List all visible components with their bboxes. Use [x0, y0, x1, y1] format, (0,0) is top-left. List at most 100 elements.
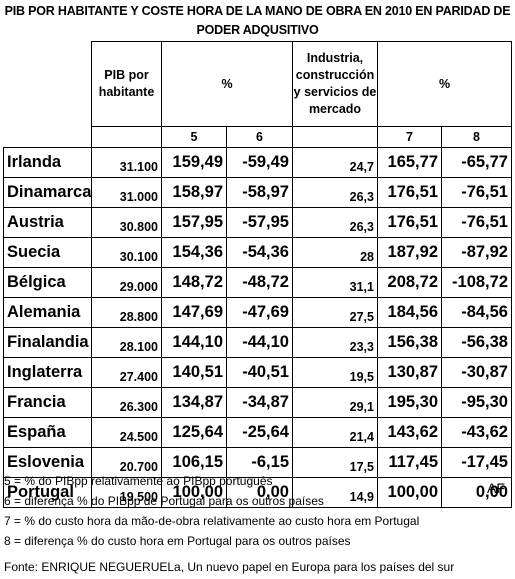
col8-cell: 0,00 — [441, 477, 512, 508]
pib-cell: 24.500 — [91, 417, 162, 448]
col8-cell: -17,45 — [441, 447, 512, 478]
col7-cell: 143,62 — [377, 417, 442, 448]
table-body: Irlanda 31.100 159,49 -59,49 24,7 165,77 -65,7… — [3, 147, 512, 508]
col7-cell: 187,92 — [377, 237, 442, 268]
header-col-5: 5 — [161, 126, 227, 148]
pib-cell: 26.300 — [91, 387, 162, 418]
col5-cell: 134,87 — [161, 387, 227, 418]
col6-cell: -58,97 — [226, 177, 293, 208]
country-cell: Suecia — [3, 237, 92, 268]
col5-cell: 140,51 — [161, 357, 227, 388]
table-row: Inglaterra 27.400 140,51 -40,51 19,5 130,87 -3… — [3, 357, 512, 388]
country-cell: Portugal — [3, 477, 92, 508]
data-table: PIB por habitante % Industria, construcc… — [3, 41, 512, 508]
industria-cell: 19,5 — [292, 357, 378, 388]
col6-cell: -34,87 — [226, 387, 293, 418]
col5-cell: 100,00 — [161, 477, 227, 508]
table-row: Finalandia 28.100 144,10 -44,10 23,3 156,38 -5… — [3, 327, 512, 358]
table-row: Francia 26.300 134,87 -34,87 29,1 195,30 -95,3… — [3, 387, 512, 418]
country-cell: Irlanda — [3, 147, 92, 178]
pib-cell: 28.800 — [91, 297, 162, 328]
industria-cell: 31,1 — [292, 267, 378, 298]
industria-cell: 26,3 — [292, 177, 378, 208]
header-col-7: 7 — [377, 126, 442, 148]
table-row: Portugal 19.500 100,00 0,00 14,9 100,00 0,00 — [3, 477, 512, 508]
table-row: Dinamarca 31.000 158,97 -58,97 26,3 176,51 -76… — [3, 177, 512, 208]
pib-cell: 20.700 — [91, 447, 162, 478]
col6-cell: -44,10 — [226, 327, 293, 358]
col7-cell: 176,51 — [377, 207, 442, 238]
table-row: Alemania 28.800 147,69 -47,69 27,5 184,56 -84,… — [3, 297, 512, 328]
country-cell: España — [3, 417, 92, 448]
note-7: 7 = % do custo hora da mão-de-obra relat… — [4, 514, 420, 528]
industria-cell: 21,4 — [292, 417, 378, 448]
table-title: PIB POR HABITANTE Y COSTE HORA DE LA MAN… — [0, 2, 515, 40]
note-8: 8 = diferença % do custo hora em Portuga… — [4, 534, 351, 548]
title-line-2: PODER ADQUSITIVO — [196, 23, 319, 37]
col8-cell: -30,87 — [441, 357, 512, 388]
col5-cell: 147,69 — [161, 297, 227, 328]
col5-cell: 157,95 — [161, 207, 227, 238]
country-cell: Bélgica — [3, 267, 92, 298]
pib-cell: 30.800 — [91, 207, 162, 238]
col6-cell: -6,15 — [226, 447, 293, 478]
country-cell: Francia — [3, 387, 92, 418]
col7-cell: 165,77 — [377, 147, 442, 178]
col6-cell: -25,64 — [226, 417, 293, 448]
col5-cell: 159,49 — [161, 147, 227, 178]
pib-cell: 27.400 — [91, 357, 162, 388]
header-ind-blank — [292, 126, 378, 148]
industria-cell: 14,9 — [292, 477, 378, 508]
table-row: Eslovenia 20.700 106,15 -6,15 17,5 117,45 -17,… — [3, 447, 512, 478]
col5-cell: 154,36 — [161, 237, 227, 268]
note-5: 5 = % do PIBpp relativamente ao PIBpp po… — [4, 474, 273, 488]
col6-cell: -54,36 — [226, 237, 293, 268]
pib-cell: 19.500 — [91, 477, 162, 508]
col5-cell: 158,97 — [161, 177, 227, 208]
col5-cell: 148,72 — [161, 267, 227, 298]
country-cell: Dinamarca — [3, 177, 92, 208]
col8-cell: -65,77 — [441, 147, 512, 178]
header-industria: Industria, construcción y servicios de m… — [292, 41, 378, 127]
header-empty-cell — [3, 41, 92, 148]
col8-cell: -76,51 — [441, 177, 512, 208]
pib-cell: 28.100 — [91, 327, 162, 358]
industria-cell: 28 — [292, 237, 378, 268]
table-row: Irlanda 31.100 159,49 -59,49 24,7 165,77 -65,7… — [3, 147, 512, 178]
header-col-6: 6 — [226, 126, 293, 148]
col7-cell: 195,30 — [377, 387, 442, 418]
col8-cell: -87,92 — [441, 237, 512, 268]
header-pib-blank — [91, 126, 162, 148]
col7-cell: 208,72 — [377, 267, 442, 298]
col7-cell: 176,51 — [377, 177, 442, 208]
col8-cell: -43,62 — [441, 417, 512, 448]
col8-cell: -108,72 — [441, 267, 512, 298]
industria-cell: 29,1 — [292, 387, 378, 418]
header-pct-1: % — [161, 41, 293, 127]
header-pib: PIB por habitante — [91, 41, 162, 127]
signature: AF — [487, 480, 505, 496]
industria-cell: 26,3 — [292, 207, 378, 238]
industria-cell: 27,5 — [292, 297, 378, 328]
header-col-8: 8 — [441, 126, 512, 148]
col6-cell: -57,95 — [226, 207, 293, 238]
country-cell: Finalandia — [3, 327, 92, 358]
col8-cell: -56,38 — [441, 327, 512, 358]
note-6: 6 = diferença % do PIBpp de Portugal par… — [4, 494, 324, 508]
table-row: Suecia 30.100 154,36 -54,36 28 187,92 -87,92 — [3, 237, 512, 268]
col5-cell: 125,64 — [161, 417, 227, 448]
industria-cell: 23,3 — [292, 327, 378, 358]
col6-cell: -48,72 — [226, 267, 293, 298]
country-cell: Austria — [3, 207, 92, 238]
col7-cell: 156,38 — [377, 327, 442, 358]
country-cell: Eslovenia — [3, 447, 92, 478]
col7-cell: 184,56 — [377, 297, 442, 328]
country-cell: Alemania — [3, 297, 92, 328]
industria-cell: 24,7 — [292, 147, 378, 178]
col8-cell: -95,30 — [441, 387, 512, 418]
pib-cell: 30.100 — [91, 237, 162, 268]
pib-cell: 31.000 — [91, 177, 162, 208]
table-row: Bélgica 29.000 148,72 -48,72 31,1 208,72 -108,… — [3, 267, 512, 298]
col6-cell: -47,69 — [226, 297, 293, 328]
col8-cell: -76,51 — [441, 207, 512, 238]
